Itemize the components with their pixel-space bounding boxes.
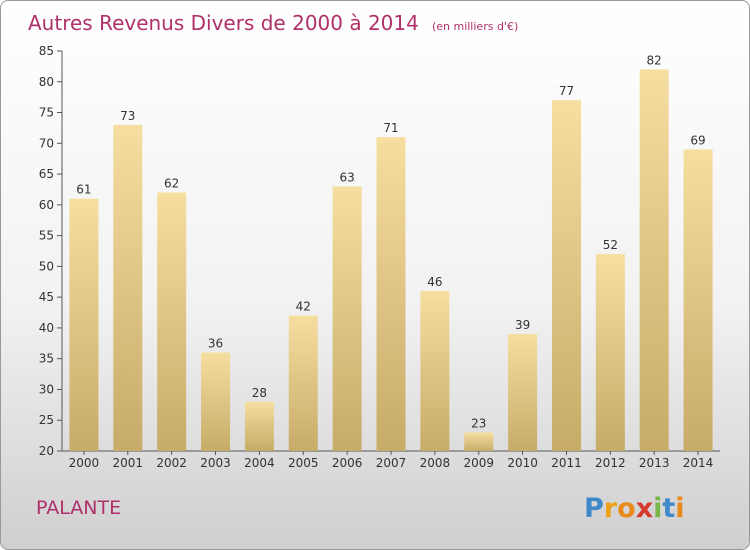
- bar: [508, 334, 538, 451]
- proxiti-logo: Proxiti: [584, 493, 685, 524]
- chart-axes: 20 25 30 35 40 45 50 55 60 65 70 75 80 85 2000 2001 2002…: [39, 44, 720, 470]
- logo-letter: i: [675, 493, 684, 524]
- x-tick-label: 2004: [244, 456, 275, 470]
- bar-value-label: 82: [647, 53, 662, 67]
- x-tick-label: 2002: [156, 456, 187, 470]
- bar: [201, 352, 231, 451]
- bar: [464, 432, 494, 451]
- town-name: PALANTE: [36, 497, 121, 519]
- bar: [157, 192, 187, 452]
- bar: [332, 186, 362, 451]
- x-tick-label: 2005: [288, 456, 319, 470]
- y-tick-label: 40: [39, 321, 54, 335]
- bar-value-label: 63: [339, 170, 354, 184]
- x-tick-label: 2008: [420, 456, 451, 470]
- y-tick-label: 75: [39, 106, 54, 120]
- x-tick-label: 2009: [463, 456, 494, 470]
- chart-title: Autres Revenus Divers de 2000 à 2014 (en…: [28, 11, 518, 35]
- x-tick-label: 2010: [507, 456, 538, 470]
- x-tick-label: 2011: [551, 456, 582, 470]
- bar-value-label: 28: [252, 386, 267, 400]
- bar: [113, 124, 143, 451]
- x-tick-label: 2013: [639, 456, 670, 470]
- bar: [595, 254, 625, 451]
- bar: [639, 69, 669, 451]
- logo-letter: t: [662, 493, 675, 524]
- bar: [420, 291, 450, 451]
- bar-value-label: 36: [208, 337, 223, 351]
- bar: [288, 315, 318, 451]
- y-tick-label: 55: [39, 229, 54, 243]
- bar: [683, 149, 713, 451]
- bar: [69, 198, 99, 451]
- bar-value-label: 77: [559, 84, 574, 98]
- logo-letter: o: [617, 493, 636, 524]
- bar-value-label: 71: [383, 121, 398, 135]
- y-tick-label: 70: [39, 136, 54, 150]
- y-tick-label: 30: [39, 382, 54, 396]
- logo-letter: i: [653, 493, 662, 524]
- x-tick-label: 2007: [376, 456, 407, 470]
- bar-value-label: 46: [427, 275, 442, 289]
- bar-value-label: 69: [690, 133, 705, 147]
- bar-value-label: 52: [603, 238, 618, 252]
- x-tick-label: 2003: [200, 456, 231, 470]
- y-tick-label: 50: [39, 259, 54, 273]
- y-tick-label: 85: [39, 44, 54, 58]
- logo-letter: x: [636, 493, 653, 524]
- y-tick-label: 25: [39, 413, 54, 427]
- x-tick-label: 2014: [683, 456, 714, 470]
- y-tick-label: 35: [39, 352, 54, 366]
- bar-value-label: 42: [296, 300, 311, 314]
- y-tick-label: 80: [39, 75, 54, 89]
- y-tick-label: 65: [39, 167, 54, 181]
- bar: [551, 100, 581, 451]
- bar-value-label: 23: [471, 417, 486, 431]
- bar-value-label: 61: [76, 183, 91, 197]
- logo-letter: r: [604, 493, 618, 524]
- bar-value-label: 39: [515, 318, 530, 332]
- logo-letter: P: [584, 493, 604, 524]
- bar: [244, 401, 274, 451]
- chart-bars: 61 73 62 36 28 42 63 71 46 23 39 77 52 82 69: [69, 53, 713, 452]
- x-tick-label: 2012: [595, 456, 626, 470]
- bar: [376, 137, 406, 451]
- y-tick-label: 45: [39, 290, 54, 304]
- x-tick-label: 2006: [332, 456, 363, 470]
- bar-value-label: 73: [120, 109, 135, 123]
- y-tick-label: 60: [39, 198, 54, 212]
- x-tick-label: 2000: [69, 456, 100, 470]
- y-tick-label: 20: [39, 444, 54, 458]
- x-tick-label: 2001: [113, 456, 144, 470]
- bar-value-label: 62: [164, 177, 179, 191]
